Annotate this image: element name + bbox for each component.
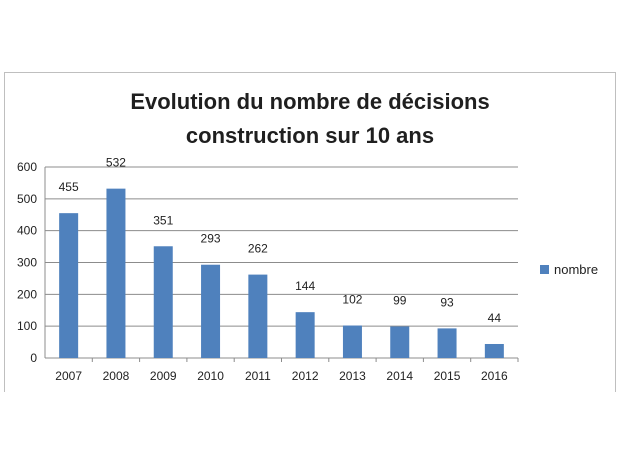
x-tick-label: 2012 — [292, 369, 319, 383]
data-label: 44 — [488, 311, 502, 325]
data-label: 93 — [440, 295, 454, 309]
chart-title-line-1: Evolution du nombre de décisions — [130, 89, 490, 114]
bar — [484, 343, 504, 358]
x-tick-label: 2013 — [339, 369, 366, 383]
y-tick-label: 500 — [17, 192, 37, 206]
x-tick-label: 2014 — [386, 369, 413, 383]
data-label: 351 — [153, 213, 173, 227]
y-tick-label: 0 — [30, 351, 37, 365]
data-label: 293 — [201, 232, 221, 246]
x-tick-label: 2010 — [197, 369, 224, 383]
y-tick-label: 400 — [17, 224, 37, 238]
data-label: 102 — [342, 293, 362, 307]
y-tick-label: 600 — [17, 160, 37, 174]
bar — [342, 325, 362, 358]
chart-frame — [4, 72, 616, 392]
x-tick-label: 2015 — [434, 369, 461, 383]
bar — [201, 264, 221, 358]
bar — [295, 312, 315, 358]
bar — [59, 213, 79, 358]
x-tick-label: 2007 — [55, 369, 82, 383]
x-tick-label: 2016 — [481, 369, 508, 383]
x-tick-label: 2011 — [245, 369, 271, 383]
chart-title: Evolution du nombre de décisions constru… — [60, 85, 560, 153]
y-tick-label: 100 — [17, 319, 37, 333]
bar — [437, 328, 457, 358]
x-tick-label: 2009 — [150, 369, 177, 383]
chart-title-line-2: construction sur 10 ans — [185, 123, 435, 148]
legend-label: nombre — [554, 262, 599, 277]
bar — [106, 188, 126, 358]
x-tick-label: 2008 — [103, 369, 130, 383]
bar — [390, 326, 410, 358]
y-tick-label: 200 — [17, 287, 37, 301]
bar — [248, 274, 268, 358]
data-label: 99 — [393, 293, 407, 307]
legend-swatch — [540, 265, 549, 274]
legend: nombre — [540, 262, 598, 277]
data-label: 455 — [59, 180, 79, 194]
bar — [153, 246, 173, 358]
y-tick-label: 300 — [17, 256, 37, 270]
data-label: 144 — [295, 279, 315, 293]
data-label: 262 — [248, 242, 268, 256]
data-label: 532 — [106, 156, 126, 170]
